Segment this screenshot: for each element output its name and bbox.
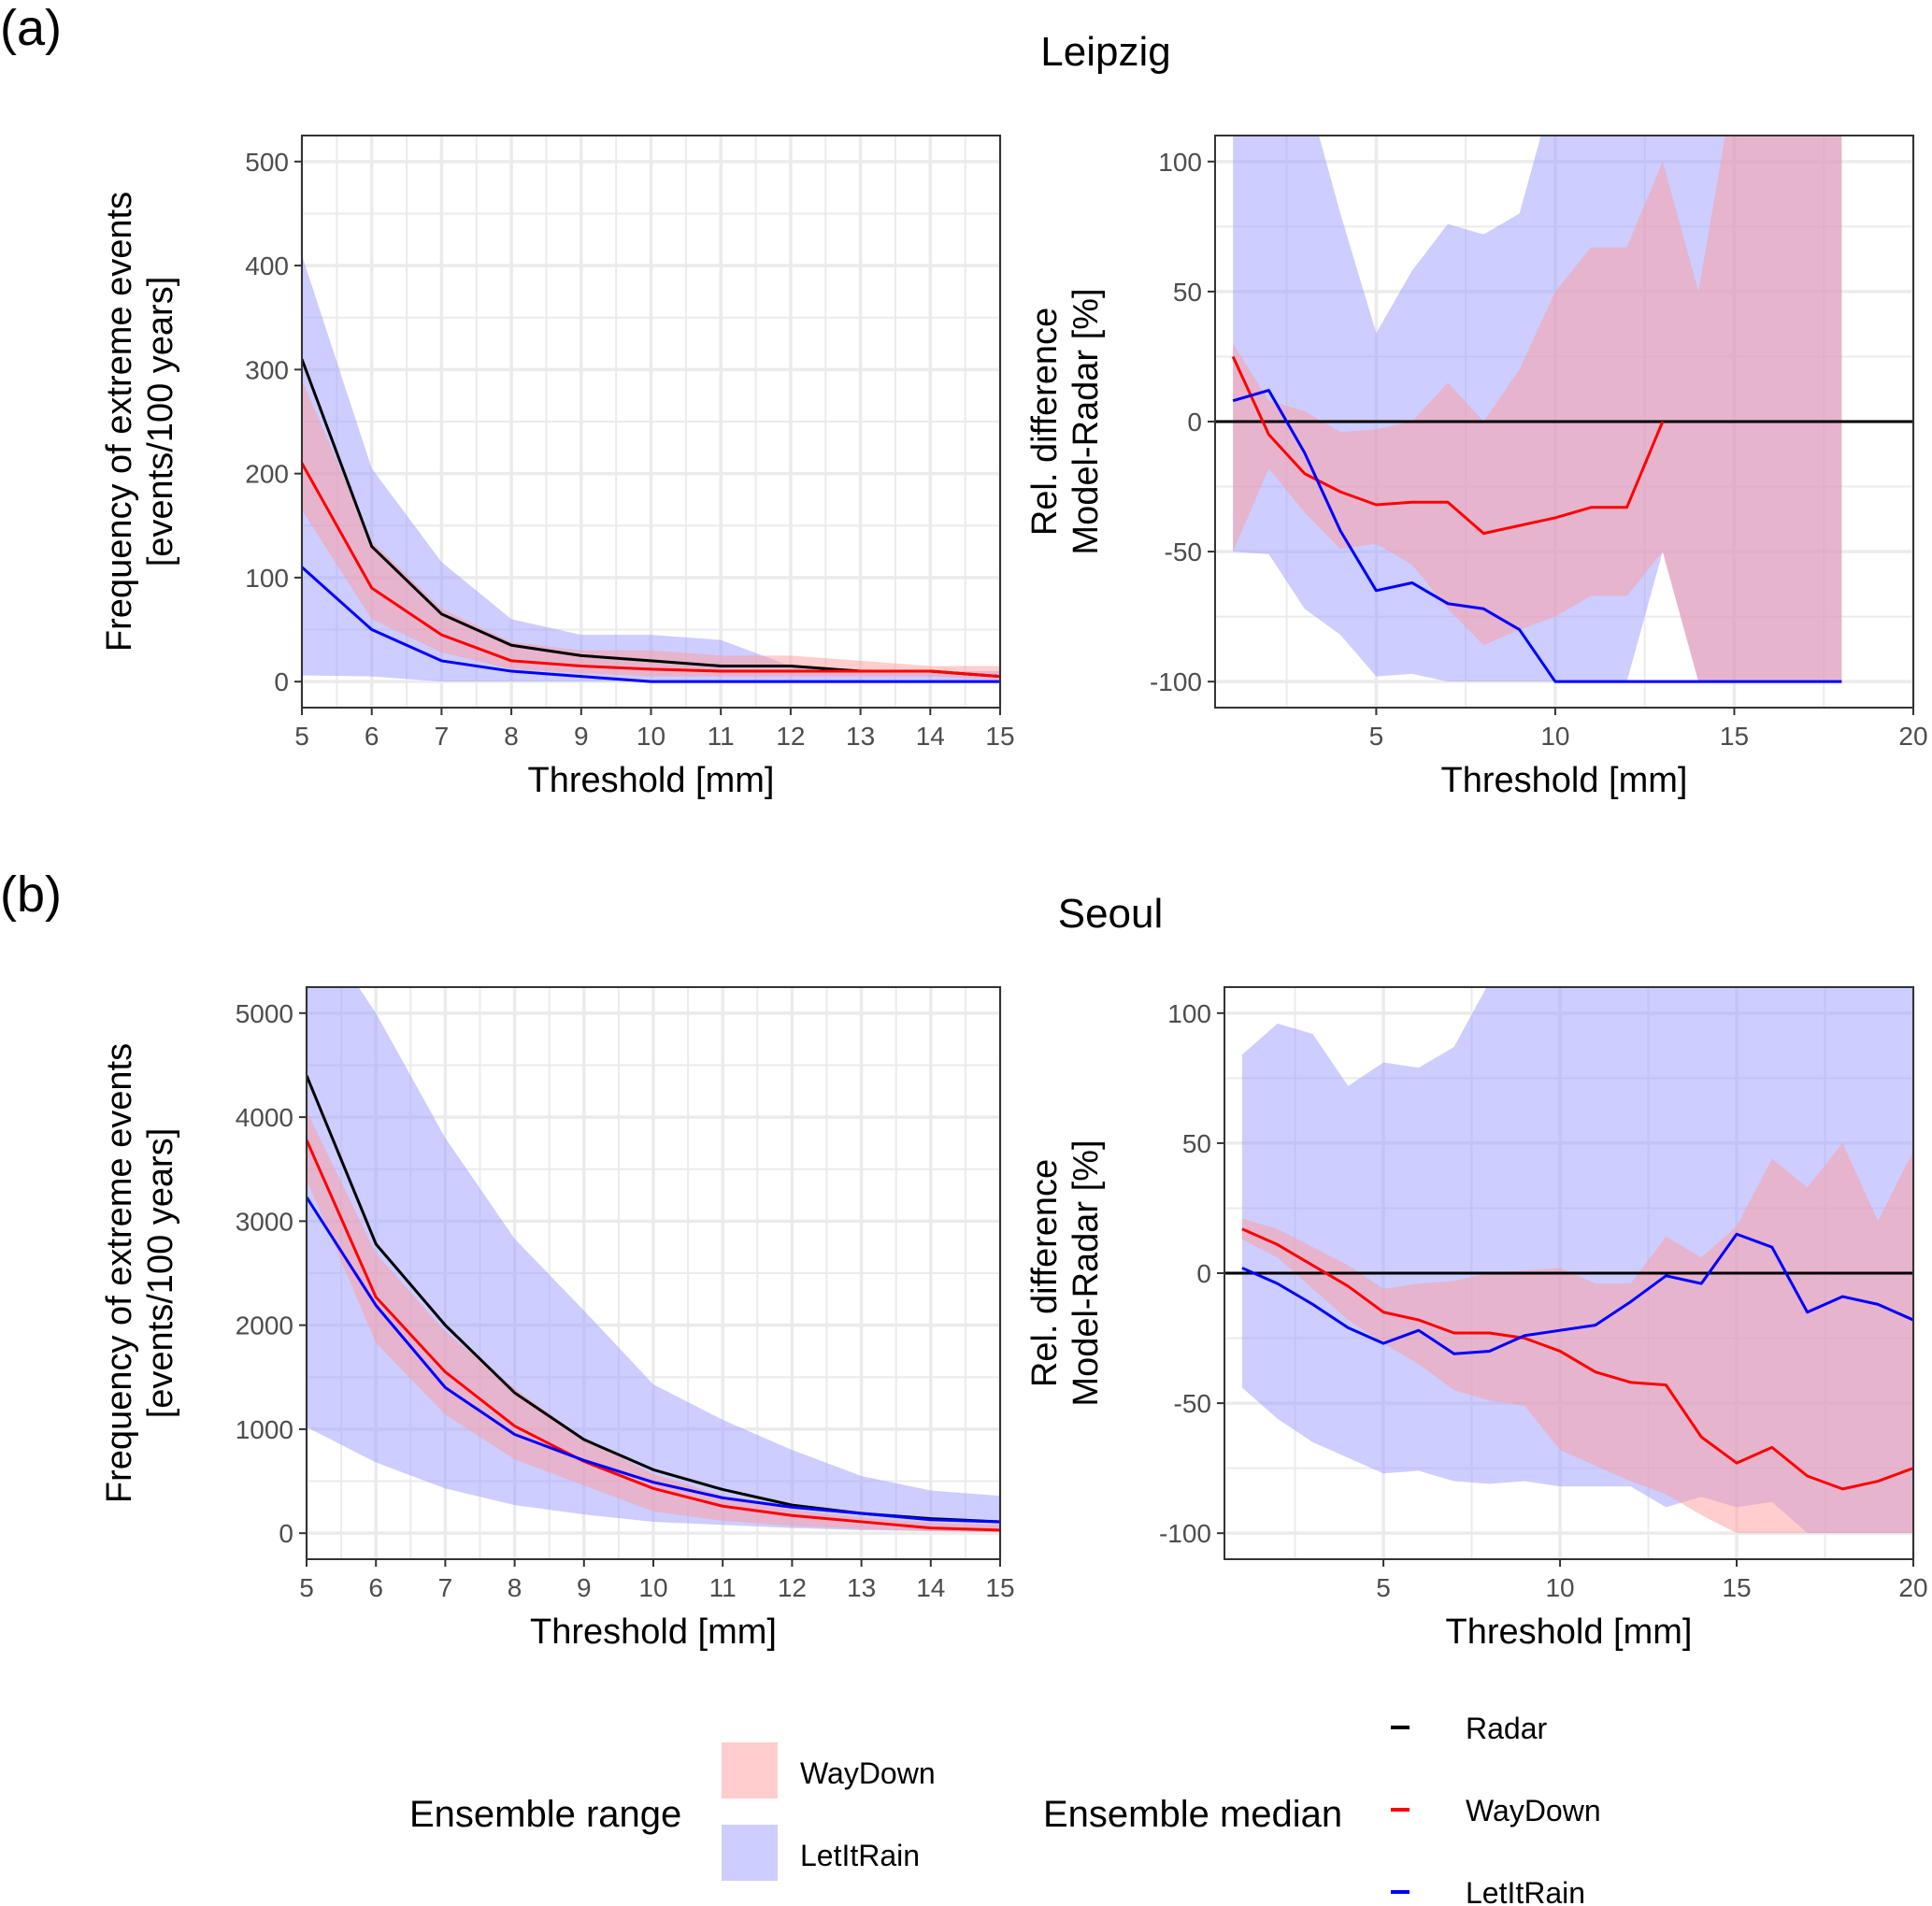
- y-axis-title: [events/100 years]: [141, 1128, 180, 1419]
- y-tick-label: 0: [274, 667, 289, 696]
- x-tick-label: 20: [1898, 1573, 1927, 1602]
- x-tick-label: 20: [1898, 722, 1927, 751]
- y-tick-label: 3000: [236, 1207, 293, 1236]
- y-axis-title: [events/100 years]: [141, 277, 180, 567]
- x-tick-label: 6: [368, 1573, 383, 1602]
- x-axis-title: Threshold [mm]: [530, 1612, 777, 1652]
- x-tick-label: 11: [708, 722, 735, 751]
- y-tick-label: 0: [1187, 408, 1202, 437]
- y-tick-label: -100: [1159, 1519, 1211, 1548]
- y-tick-label: 300: [245, 355, 289, 384]
- x-tick-label: 10: [1545, 1573, 1574, 1602]
- x-tick-label: 8: [508, 1573, 522, 1602]
- x-tick-label: 14: [916, 722, 945, 751]
- line-waydown: [302, 462, 1000, 679]
- legend-range-swatch-letitrain: [722, 1825, 778, 1881]
- y-tick-label: 400: [245, 251, 289, 280]
- panel-label-b: (b): [0, 867, 62, 923]
- legend-median-label-radar: Radar: [1466, 1712, 1548, 1745]
- legend-range: Ensemble range WayDown LetItRain: [409, 1742, 936, 1881]
- y-axis-title: Frequency of extreme events: [100, 192, 139, 652]
- y-tick-label: 2000: [236, 1311, 293, 1340]
- x-axis-title: Threshold [mm]: [1441, 761, 1688, 800]
- band-waydown: [1241, 1142, 1913, 1534]
- x-tick-label: 10: [1540, 722, 1569, 751]
- legend-median: Ensemble median Radar WayDown LetItRain: [1043, 1712, 1601, 1906]
- panel-leipzig-frequency: 5 6 7 8 9 10 11 12 13 14 15 0 100 200 300 400 500 Thresho…: [100, 135, 1015, 800]
- x-axis-title: Threshold [mm]: [1446, 1612, 1693, 1652]
- panel-seoul-frequency: 5 6 7 8 9 10 11 12 13 14 15 0 1000 2000 3000 4000 5000 Th…: [100, 986, 1015, 1652]
- y-axis-title: Model-Radar [%]: [1066, 288, 1106, 554]
- y-tick-label: -50: [1174, 1389, 1211, 1418]
- x-tick-label: 10: [638, 1573, 667, 1602]
- y-axis-title: Frequency of extreme events: [100, 1043, 139, 1503]
- legend-range-swatch-waydown: [722, 1742, 778, 1799]
- y-tick-label: -50: [1165, 537, 1202, 566]
- y-tick-label: 100: [1167, 999, 1211, 1028]
- x-tick-label: 11: [709, 1573, 737, 1602]
- x-tick-label: 15: [1720, 722, 1749, 751]
- x-tick-label: 7: [438, 1573, 453, 1602]
- x-tick-label: 12: [776, 722, 805, 751]
- y-tick-label: 0: [279, 1519, 293, 1548]
- x-tick-label: 5: [1369, 722, 1384, 751]
- x-tick-label: 15: [1722, 1573, 1751, 1602]
- y-tick-label: 100: [245, 564, 289, 593]
- line-letitrain: [302, 566, 1000, 683]
- line-waydown: [1241, 1227, 1913, 1491]
- y-tick-label: 50: [1173, 278, 1202, 307]
- title-seoul: Seoul: [1058, 891, 1164, 937]
- title-leipzig: Leipzig: [1040, 29, 1170, 75]
- y-tick-label: 1000: [236, 1415, 293, 1444]
- x-tick-label: 13: [846, 722, 875, 751]
- legend-median-label-letitrain: LetItRain: [1466, 1876, 1585, 1906]
- x-tick-label: 5: [294, 722, 309, 751]
- x-tick-label: 9: [574, 722, 589, 751]
- legend-median-label-waydown: WayDown: [1466, 1794, 1601, 1827]
- x-tick-label: 13: [847, 1573, 876, 1602]
- y-tick-label: 500: [245, 148, 289, 177]
- legend-range-label-waydown: WayDown: [800, 1756, 936, 1790]
- x-tick-label: 9: [577, 1573, 592, 1602]
- band-letitrain: [302, 254, 1000, 682]
- y-tick-label: 5000: [236, 999, 293, 1028]
- line-letitrain: [1232, 389, 1842, 683]
- y-tick-label: 4000: [236, 1103, 293, 1132]
- y-axis-title: Rel. difference: [1025, 308, 1065, 536]
- line-waydown: [307, 1139, 1000, 1532]
- x-tick-label: 8: [504, 722, 519, 751]
- x-tick-label: 7: [435, 722, 450, 751]
- band-waydown: [1233, 136, 1842, 682]
- panel-label-a: (a): [0, 0, 62, 56]
- x-tick-label: 5: [299, 1573, 314, 1602]
- y-tick-label: 200: [245, 460, 289, 489]
- y-tick-label: -100: [1150, 667, 1202, 696]
- y-axis-title: Rel. difference: [1025, 1159, 1065, 1387]
- x-tick-label: 10: [637, 722, 665, 751]
- band-waydown: [307, 1111, 1000, 1533]
- x-tick-label: 6: [365, 722, 379, 751]
- panel-leipzig-reldiff: 5 10 15 20 -100 -50 0 50 100 Threshold [mm] Rel. d…: [1025, 135, 1928, 800]
- x-tick-label: 12: [778, 1573, 807, 1602]
- y-tick-label: 50: [1182, 1129, 1211, 1158]
- x-axis-title: Threshold [mm]: [528, 761, 775, 800]
- x-tick-label: 14: [916, 1573, 945, 1602]
- y-tick-label: 100: [1158, 148, 1202, 177]
- legend-median-title: Ensemble median: [1043, 1794, 1342, 1835]
- y-axis-title: Model-Radar [%]: [1066, 1139, 1106, 1406]
- line-letitrain: [307, 1196, 1000, 1524]
- panel-seoul-reldiff: 5 10 15 20 -100 -50 0 50 100 Threshold [mm] Rel. d…: [1025, 986, 1928, 1652]
- legend-range-label-letitrain: LetItRain: [800, 1839, 920, 1872]
- x-tick-label: 15: [985, 1573, 1014, 1602]
- x-tick-label: 5: [1376, 1573, 1391, 1602]
- line-waydown: [1231, 355, 1665, 536]
- line-letitrain: [1241, 1232, 1913, 1355]
- x-tick-label: 15: [985, 722, 1014, 751]
- y-tick-label: 0: [1196, 1259, 1211, 1288]
- legend-range-title: Ensemble range: [409, 1794, 681, 1835]
